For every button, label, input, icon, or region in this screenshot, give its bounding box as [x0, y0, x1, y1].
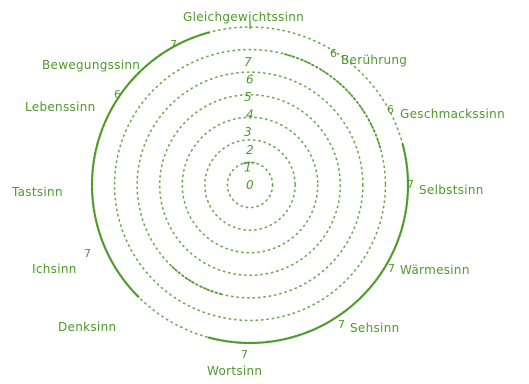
scale-label-3: 3	[244, 125, 252, 139]
value-arc-denk	[169, 263, 222, 295]
value-arc-ich	[96, 224, 140, 298]
label-sehsinn: Sehsinn	[350, 321, 400, 335]
scale-label-1: 1	[244, 160, 252, 174]
label-bewegungssinn: Bewegungssinn	[42, 58, 141, 72]
label-tastsinn: Tastsinn	[12, 185, 63, 199]
ring-4	[158, 93, 342, 277]
wedge-value-sehsinn: 7	[338, 318, 346, 331]
scale-label-2: 2	[246, 143, 254, 157]
label-beruehrung: Berührung	[341, 53, 408, 67]
wedge-value-waerme: 7	[388, 262, 396, 275]
wedge-value-selbstsinn: 7	[407, 178, 415, 191]
value-arc-tast	[90, 143, 99, 227]
wedge-value-lebens: 6	[114, 88, 122, 101]
value-arc-selbstsinn	[401, 143, 410, 227]
wedge-value-ich: 7	[84, 247, 92, 260]
wedge-value-beruehrung: 6	[330, 47, 338, 60]
label-geschmackssinn: Geschmackssinn	[400, 107, 505, 121]
scale-label-5: 5	[244, 90, 252, 104]
value-arc-bewegung	[137, 31, 211, 75]
label-gleichgewichtssinn: Gleichgewichtssinn	[183, 10, 305, 24]
ring-5	[136, 71, 364, 299]
value-arc-geschmack	[344, 88, 382, 151]
scale-label-6: 6	[246, 72, 254, 86]
scale-label-4: 4	[246, 108, 254, 122]
value-arc-waerme	[360, 224, 404, 298]
scale-label-7: 7	[244, 55, 252, 69]
value-arc-sehsinn	[289, 295, 363, 339]
value-arc-beruehrung	[284, 53, 347, 91]
label-ichsinn: Ichsinn	[32, 262, 77, 276]
label-waermesinn: Wärmesinn	[400, 263, 470, 277]
label-selbstsinn: Selbstsinn	[419, 183, 484, 197]
label-wortsinn: Wortsinn	[207, 364, 263, 378]
wedge-value-wortsinn: 7	[241, 348, 249, 361]
value-arc-lebens	[96, 72, 140, 146]
ring-3	[181, 116, 319, 254]
value-arc-wortsinn	[208, 336, 292, 345]
ring-2	[204, 139, 296, 231]
ring-6	[113, 48, 387, 322]
label-denksinn: Denksinn	[58, 320, 117, 334]
ring-1	[226, 161, 274, 209]
value-arc-gleichgewicht	[243, 161, 257, 165]
label-lebenssinn: Lebenssinn	[25, 100, 96, 114]
scale-label-0: 0	[246, 178, 254, 192]
wedge-value-bewegung: 7	[170, 38, 178, 51]
wedge-value-geschmack: 6	[387, 103, 395, 116]
